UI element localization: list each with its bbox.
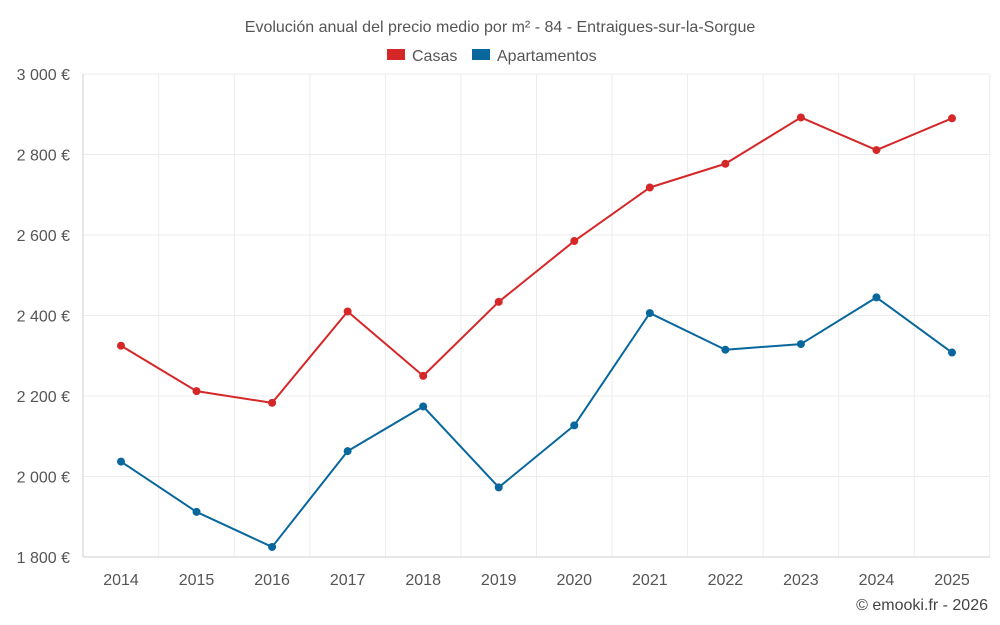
x-tick-label: 2022 — [708, 572, 744, 589]
data-point-casas[interactable] — [343, 307, 352, 316]
data-point-casas[interactable] — [721, 159, 730, 168]
y-tick-label: 2 000 € — [17, 470, 70, 487]
y-tick-label: 1 800 € — [17, 550, 70, 567]
data-point-apartamentos[interactable] — [268, 542, 277, 551]
data-point-casas[interactable] — [419, 371, 428, 380]
x-tick-label: 2025 — [934, 572, 970, 589]
series-line-casas[interactable] — [120, 116, 953, 404]
y-tick-label: 2 200 € — [17, 389, 70, 406]
data-point-casas[interactable] — [872, 146, 881, 155]
x-tick-label: 2023 — [783, 572, 819, 589]
data-point-casas[interactable] — [645, 183, 654, 192]
data-point-casas[interactable] — [948, 114, 956, 123]
axes: 1 800 € 2 000 € 2 200 € 2 400 € 2 600 € 2 800… — [17, 67, 990, 589]
data-point-casas[interactable] — [570, 237, 579, 246]
x-tick-label: 2024 — [859, 572, 895, 589]
grid — [83, 73, 991, 557]
data-point-apartamentos[interactable] — [948, 348, 956, 357]
data-point-apartamentos[interactable] — [494, 483, 503, 492]
data-point-casas[interactable] — [796, 113, 805, 122]
x-tick-label: 2020 — [556, 572, 592, 589]
series-line-apartamentos[interactable] — [120, 296, 953, 548]
x-tick-label: 2015 — [179, 572, 215, 589]
data-point-apartamentos[interactable] — [721, 345, 730, 354]
legend-swatch-apartamentos — [472, 49, 490, 60]
data-point-casas[interactable] — [117, 341, 125, 350]
x-tick-label: 2017 — [330, 572, 366, 589]
data-point-casas[interactable] — [494, 297, 503, 306]
x-tick-label: 2016 — [254, 572, 290, 589]
data-point-casas[interactable] — [268, 398, 277, 407]
x-tick-label: 2014 — [103, 572, 139, 589]
data-point-apartamentos[interactable] — [796, 340, 805, 349]
y-tick-label: 2 800 € — [17, 148, 70, 165]
x-tick-label: 2021 — [632, 572, 668, 589]
legend-label-apartamentos[interactable]: Apartamentos — [497, 48, 597, 65]
data-point-apartamentos[interactable] — [117, 457, 125, 466]
data-point-apartamentos[interactable] — [872, 293, 881, 302]
data-point-casas[interactable] — [192, 387, 201, 396]
credit-text[interactable]: © emooki.fr - 2026 — [856, 597, 988, 614]
data-point-apartamentos[interactable] — [419, 402, 428, 411]
series-layer — [117, 113, 956, 551]
chart-title: Evolución anual del precio medio por m² … — [245, 19, 756, 36]
data-point-apartamentos[interactable] — [343, 447, 352, 456]
y-tick-label: 2 400 € — [17, 309, 70, 326]
y-tick-label: 3 000 € — [17, 67, 70, 84]
data-point-apartamentos[interactable] — [570, 421, 579, 430]
x-tick-label: 2019 — [481, 572, 517, 589]
legend-label-casas[interactable]: Casas — [412, 48, 457, 65]
data-point-apartamentos[interactable] — [192, 507, 201, 516]
legend: Casas Apartamentos — [387, 48, 597, 65]
x-tick-label: 2018 — [405, 572, 441, 589]
legend-swatch-casas — [387, 49, 405, 60]
y-tick-label: 2 600 € — [17, 228, 70, 245]
data-point-apartamentos[interactable] — [645, 309, 654, 318]
